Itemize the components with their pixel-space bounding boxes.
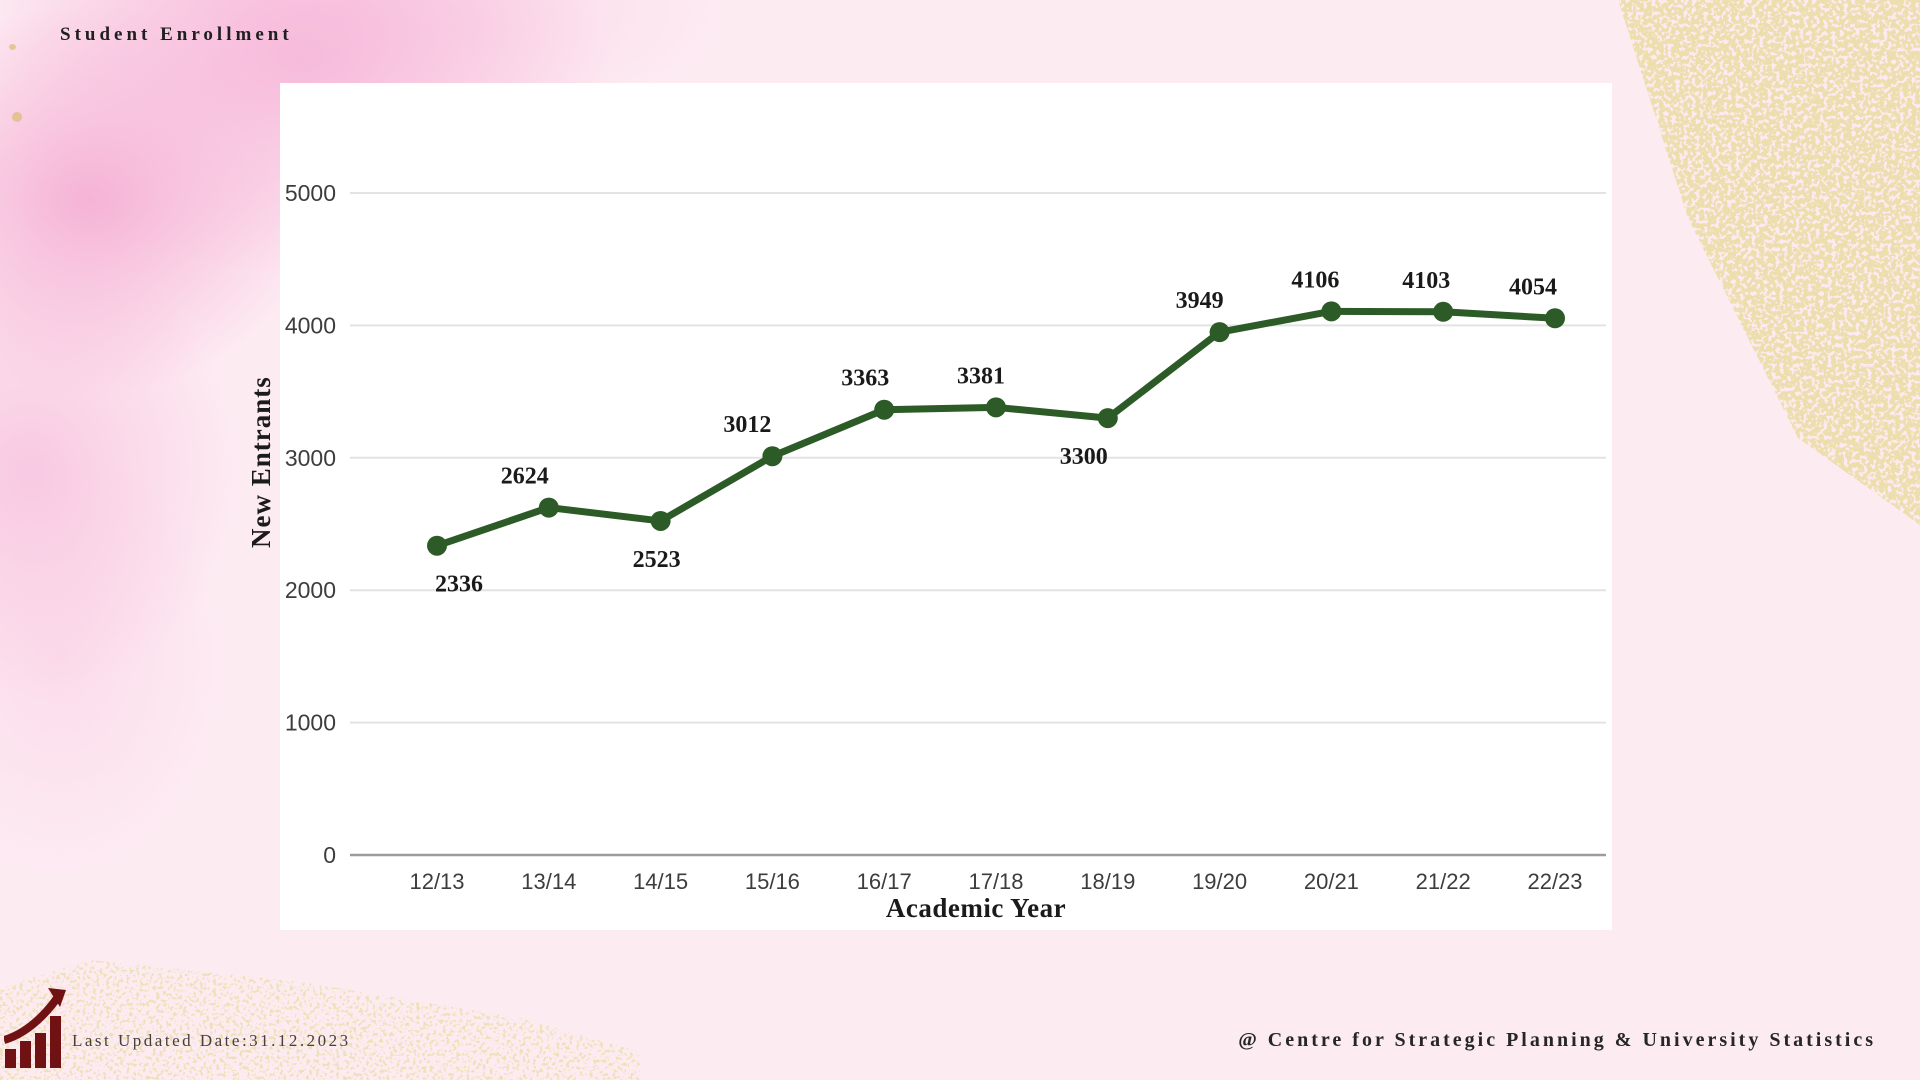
gold-speck-decoration [9, 44, 16, 50]
data-label: 3949 [1176, 288, 1224, 314]
data-point [1433, 301, 1454, 322]
data-label: 3012 [723, 412, 771, 438]
y-axis-tick-label: 5000 [285, 180, 336, 206]
enrollment-line-chart: 0 1000 2000 3000 4000 5000 12/13 13/14 14/15 15/1… [285, 180, 1606, 894]
data-point [762, 446, 783, 467]
data-point [874, 399, 895, 420]
y-axis-tick-label: 4000 [285, 312, 336, 338]
data-label: 4054 [1509, 274, 1557, 300]
x-axis-tick-label: 17/18 [968, 869, 1023, 894]
growth-chart-icon [4, 988, 66, 1068]
data-point [1097, 408, 1118, 429]
x-axis-tick-label: 15/16 [745, 869, 800, 894]
x-axis-tick-label: 18/19 [1080, 869, 1135, 894]
credit-text: @ Centre for Strategic Planning & Univer… [1238, 1029, 1876, 1051]
gold-glitter-top-right-decoration [1618, 0, 1920, 525]
data-point [1209, 322, 1230, 343]
x-axis-tick-label: 12/13 [409, 869, 464, 894]
data-point [986, 397, 1006, 418]
data-point [1321, 301, 1342, 322]
data-label: 3300 [1060, 444, 1108, 470]
enrollment-line [433, 307, 1559, 550]
last-updated-text: Last Updated Date:31.12.2023 [72, 1031, 351, 1050]
data-label: 4106 [1291, 267, 1339, 293]
x-axis-tick-label: 16/17 [857, 869, 912, 894]
gold-glitter-bottom-left-decoration [0, 960, 640, 1080]
y-axis-tick-label: 3000 [285, 445, 336, 471]
data-label: 2624 [501, 464, 549, 490]
data-label: 2336 [435, 572, 483, 598]
page-title: Student Enrollment [60, 24, 293, 45]
y-axis-tick-label: 2000 [285, 577, 336, 603]
data-point [427, 535, 447, 556]
x-axis-tick-label: 14/15 [633, 869, 688, 894]
data-point [538, 497, 559, 518]
x-axis-tick-label: 22/23 [1527, 869, 1582, 894]
x-axis-tick-label: 20/21 [1304, 869, 1359, 894]
x-axis-tick-label: 13/14 [521, 869, 576, 894]
data-label: 3363 [841, 366, 889, 392]
y-axis-tick-label: 1000 [285, 710, 336, 736]
gold-speck-decoration [12, 112, 22, 122]
x-axis-title: Academic Year [885, 893, 1067, 923]
data-label: 3381 [957, 363, 1005, 389]
x-axis-tick-label: 19/20 [1192, 869, 1247, 894]
chart-panel: 0 1000 2000 3000 4000 5000 12/13 13/14 14/15 15/1… [246, 83, 1612, 930]
data-label: 4103 [1402, 268, 1450, 294]
data-label: 2523 [633, 547, 681, 573]
data-point [1545, 308, 1565, 329]
y-axis-tick-label: 0 [323, 842, 336, 868]
x-axis-tick-label: 21/22 [1416, 869, 1471, 894]
data-point [650, 510, 671, 531]
y-axis-title: New Entrants [246, 376, 276, 548]
